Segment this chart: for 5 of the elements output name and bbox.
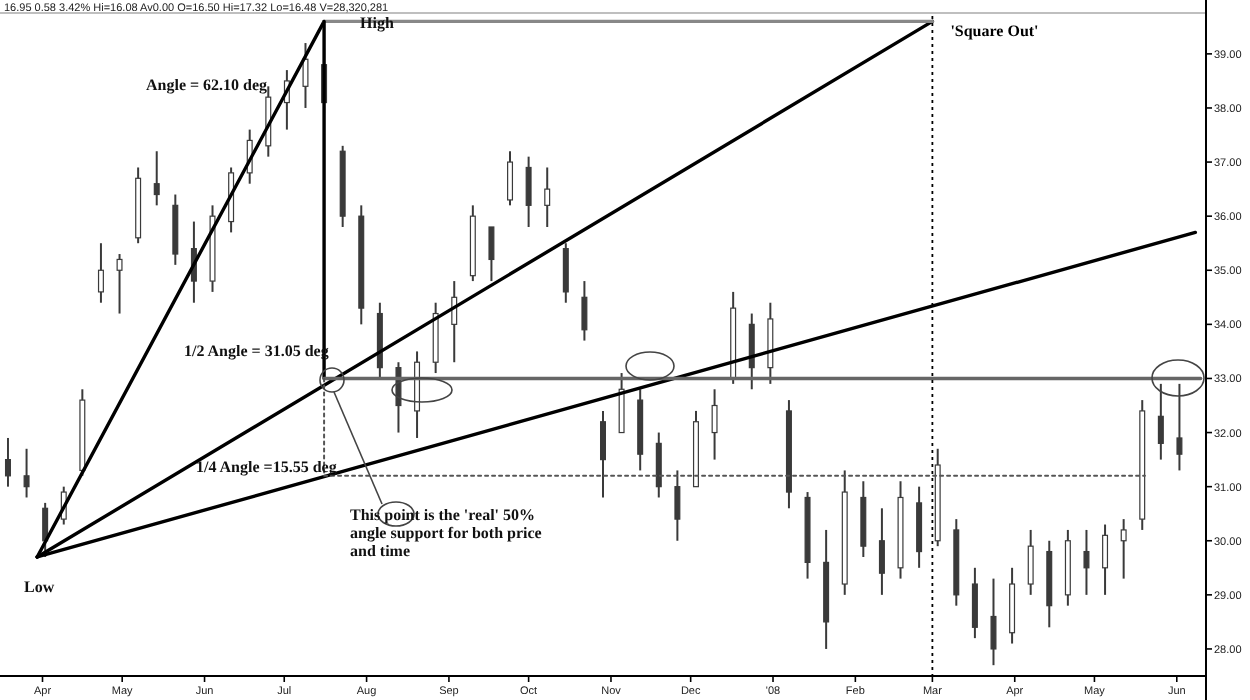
annotation: Low xyxy=(24,578,55,596)
annotation: High xyxy=(360,14,395,32)
annotation: Angle = 62.10 deg xyxy=(146,76,268,94)
ref-line-label: 'Square Out' xyxy=(950,22,1039,40)
annotation: 1/4 Angle =15.55 deg xyxy=(196,458,337,476)
